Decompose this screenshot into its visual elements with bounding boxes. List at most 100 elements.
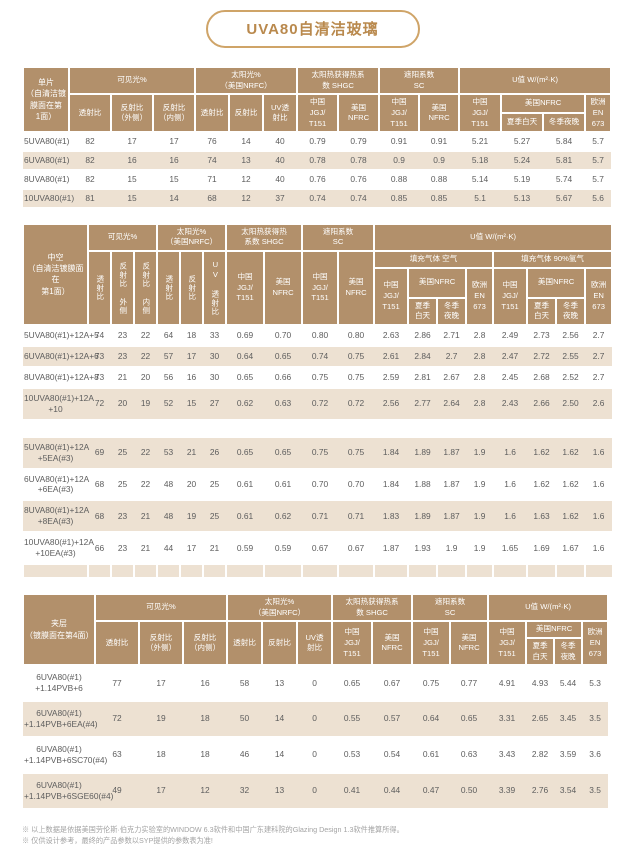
cell-value: 1.6 [493, 467, 528, 501]
cell-value: 63 [95, 735, 139, 773]
row-label: 6UVA80(#1) +1.14PVB+6SGE60(#4) [23, 771, 113, 808]
cell-value: 0 [297, 735, 333, 773]
cell-value: 14 [262, 735, 298, 773]
cell-value: 0.59 [226, 531, 265, 565]
cell-value: 12 [183, 771, 228, 808]
cell-value: 0.75 [412, 664, 451, 702]
cell-value: 18 [183, 735, 228, 773]
column-header-shgc-cn: 中国 JGJ/ T151 [331, 620, 374, 667]
group-header-shgc: 太阳热获得热系 数 SHGC [331, 593, 414, 623]
group-header-uvalue: U值 W/(m²·K) [373, 222, 614, 253]
strip-cell [526, 563, 557, 578]
cell-value: 0.67 [372, 664, 413, 702]
column-header-u-argon-cn: 中国 JGJ/ T151 [492, 266, 529, 327]
cell-value: 0.57 [372, 700, 413, 737]
cell-value: 2.47 [493, 344, 528, 367]
cell-value: 1.84 [374, 467, 409, 501]
cell-value: 0.59 [264, 531, 303, 565]
row-label: 5UVA80(#1)+12A+5 [23, 324, 99, 346]
cell-value: 0.70 [302, 467, 339, 501]
cell-value: 3.43 [488, 735, 527, 773]
row-label: 6UVA80(#1)+12A+6 [23, 344, 99, 367]
cell-value: 0.76 [338, 168, 380, 189]
cell-value: 5.84 [543, 131, 586, 152]
cell-value: 0.65 [332, 664, 373, 702]
cell-value: 1.9 [466, 467, 494, 501]
cell-value: 2.49 [493, 324, 528, 346]
cell-value: 2.67 [437, 365, 467, 388]
cell-value: 0.63 [450, 735, 489, 773]
laminated-glass-table: 夹层 （镀膜面在第4面） 可见光% 太阳光% （美国NRFC） 太阳热获得热系 … [22, 593, 610, 808]
column-header-winter-night: 冬季 夜晚 [553, 636, 584, 667]
cell-value: 2.7 [585, 365, 613, 388]
cell-value: 1.6 [585, 467, 613, 501]
cell-value: 1.63 [527, 499, 557, 533]
table-row: 8UVA80(#1) 82 15 15 71 12 40 0.76 0.76 0.88 0.88 5.… [23, 168, 612, 189]
cell-value: 1.6 [585, 531, 613, 565]
group-header-visible: 可见光% [93, 593, 229, 623]
cell-value: 1.62 [527, 435, 557, 469]
cell-value: 1.9 [466, 499, 494, 533]
cell-value: 22 [134, 324, 158, 346]
cell-value: 1.88 [408, 467, 438, 501]
cell-value: 5.44 [554, 664, 583, 702]
column-header-reflect-out: 反射比 （外侧） [110, 93, 154, 134]
cell-value: 1.62 [556, 499, 586, 533]
cell-value: 0.53 [332, 735, 373, 773]
cell-value: 22 [134, 344, 158, 367]
column-header-solar-trans: 透射比 [156, 250, 182, 327]
column-header-uv-trans: UV 透射比 [202, 250, 228, 327]
row-label: 6UVA80(#1) [23, 150, 69, 170]
cell-value: 77 [95, 664, 139, 702]
cell-value: 21 [134, 499, 158, 533]
cell-value: 82 [69, 168, 111, 189]
cell-value: 1.83 [374, 499, 409, 533]
column-header-sc-cn: 中国 JGJ/ T151 [411, 620, 452, 667]
column-header-u-cn: 中国 JGJ/ T151 [487, 620, 528, 667]
row-label: 10UVA80(#1) [23, 187, 74, 207]
cell-value: 3.54 [554, 771, 583, 808]
column-header-argon-summer-day: 夏季 白天 [526, 296, 558, 327]
row-label: 5UVA80(#1) [23, 131, 69, 152]
cell-value: 25 [203, 467, 227, 501]
table-row: 5UVA80(#1) 82 17 17 76 14 40 0.79 0.79 0.91 0.91 5.… [23, 131, 612, 152]
strip-cell [225, 563, 265, 578]
cell-value: 64 [157, 324, 181, 346]
cell-value: 17 [180, 344, 204, 367]
cell-value: 12 [229, 168, 264, 189]
strip-cell [492, 563, 528, 578]
cell-value: 1.62 [556, 435, 586, 469]
cell-value: 14 [262, 700, 298, 737]
cell-value: 0.67 [338, 531, 375, 565]
cell-value: 1.9 [466, 531, 494, 565]
cell-value: 0.55 [332, 700, 373, 737]
group-header-solar: 太阳光% （美国NRFC） [194, 65, 299, 96]
cell-value: 73 [88, 365, 111, 388]
cell-value: 3.6 [582, 735, 609, 773]
cell-value: 0.64 [412, 700, 451, 737]
spacer-cell [23, 418, 613, 437]
column-header-summer-day: 夏季白天 [500, 112, 545, 134]
cell-value: 46 [227, 735, 263, 773]
cell-value: 3.5 [582, 771, 609, 808]
cell-value: 0.65 [450, 700, 489, 737]
cell-value: 2.59 [374, 365, 409, 388]
cell-value: 4.91 [488, 664, 527, 702]
cell-value: 32 [227, 771, 263, 808]
footnote: ※ 以上数据是依据美国劳伦斯·伯克力实验室的WINDOW 6.3软件和中国广东建… [22, 824, 404, 834]
column-header-solar-trans: 透射比 [194, 93, 231, 134]
column-header-u-argon-us-nfrc: 美国NFRC [526, 266, 587, 299]
cell-value: 1.6 [493, 435, 528, 469]
strip-cell [465, 563, 494, 578]
cell-value: 0.65 [264, 435, 303, 469]
cell-value: 26 [203, 435, 227, 469]
column-header-summer-day: 夏季 白天 [525, 636, 556, 667]
cell-value: 3.59 [554, 735, 583, 773]
cell-value: 82 [69, 131, 111, 152]
strip-cell [373, 563, 409, 578]
row-label: 6UVA80(#1) +1.14PVB+6SC70(#4) [23, 735, 107, 773]
cell-value: 22 [134, 435, 158, 469]
cell-value: 0.64 [226, 344, 265, 367]
cell-value: 74 [88, 324, 111, 346]
column-header-air-summer-day: 夏季 白天 [407, 296, 439, 327]
